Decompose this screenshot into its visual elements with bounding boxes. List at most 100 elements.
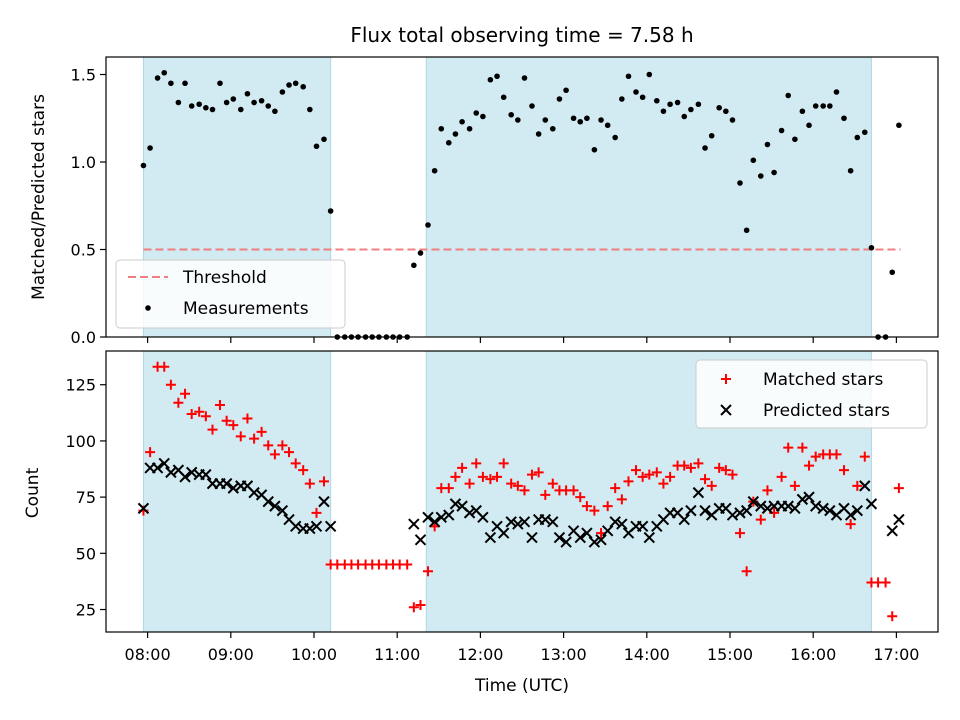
data-point — [560, 536, 572, 548]
data-point — [182, 80, 188, 87]
data-point — [313, 143, 320, 150]
data-point — [880, 577, 891, 588]
data-point — [200, 468, 212, 481]
data-point — [778, 127, 785, 134]
data-point — [428, 516, 441, 528]
data-point — [161, 69, 168, 76]
data-point — [242, 413, 253, 424]
data-point — [547, 478, 558, 489]
data-point — [750, 157, 757, 164]
data-point — [415, 600, 426, 611]
data-point — [542, 117, 549, 123]
data-point — [237, 106, 244, 113]
x-tick-label: 11:00 — [374, 645, 420, 664]
data-point — [841, 115, 847, 122]
data-point — [256, 426, 267, 437]
data-point — [321, 136, 327, 143]
data-point — [623, 476, 634, 487]
data-point — [512, 480, 523, 491]
legend-box — [695, 359, 928, 429]
data-point — [147, 145, 153, 151]
x-tick-label: 17:00 — [873, 645, 919, 664]
data-point — [589, 505, 600, 516]
data-point — [797, 442, 808, 453]
data-point — [771, 169, 777, 176]
y-tick-label: 50 — [76, 544, 96, 563]
data-point — [726, 509, 739, 521]
data-point — [251, 99, 257, 106]
data-point — [734, 507, 746, 519]
data-point — [838, 465, 849, 476]
data-point — [402, 559, 413, 570]
x-tick-label: 13:00 — [541, 645, 587, 664]
x-tick-label: 14:00 — [624, 645, 670, 664]
data-point — [817, 502, 829, 515]
data-point — [298, 465, 309, 476]
data-point — [812, 103, 819, 109]
data-point — [485, 474, 496, 485]
data-point — [188, 103, 195, 109]
data-point — [425, 222, 431, 228]
data-point — [601, 525, 614, 537]
data-point — [408, 602, 419, 613]
data-point — [535, 131, 542, 137]
data-point — [747, 495, 760, 508]
bottom-panel: 25 50 75 100 125 08:00 09:00 10:00 11:00 12:00 13:… — [65, 350, 939, 664]
data-point — [200, 411, 211, 422]
y-tick-label: 0.5 — [71, 241, 96, 260]
axes-frame — [105, 350, 939, 633]
data-point — [443, 483, 454, 494]
data-point — [887, 611, 898, 622]
data-point — [431, 167, 438, 174]
data-point — [896, 122, 902, 129]
data-point — [792, 136, 798, 143]
data-point — [228, 420, 239, 431]
data-point — [277, 440, 288, 451]
data-point — [480, 113, 486, 120]
data-point — [450, 471, 461, 482]
data-point — [279, 89, 286, 95]
data-point — [185, 466, 198, 479]
data-point — [804, 460, 815, 471]
observing-interval-1 — [425, 56, 872, 338]
x-axis-label: Time (UTC) — [474, 676, 569, 696]
data-point — [459, 118, 465, 125]
data-point — [284, 447, 295, 458]
data-point — [318, 495, 330, 508]
data-point — [249, 433, 260, 444]
data-point — [803, 491, 815, 503]
data-point — [604, 122, 611, 129]
y-tick-label: 0.0 — [71, 328, 96, 347]
data-point — [265, 103, 272, 109]
data-point — [886, 525, 898, 537]
data-point — [889, 269, 896, 276]
data-point — [653, 97, 660, 104]
data-point — [539, 513, 552, 526]
data-point — [438, 125, 445, 132]
x-tick-label: 15:00 — [707, 645, 753, 664]
y-tick-label: 75 — [76, 488, 96, 507]
data-point — [154, 75, 161, 81]
data-point — [221, 415, 232, 426]
data-point — [776, 471, 787, 482]
data-point — [173, 397, 184, 408]
x-tick-label: 16:00 — [790, 645, 836, 664]
data-point — [643, 531, 656, 544]
data-point — [140, 162, 147, 169]
data-point — [761, 502, 774, 515]
legend-label-threshold: Threshold — [182, 268, 267, 288]
data-point — [304, 522, 316, 535]
data-point — [827, 103, 833, 109]
data-point — [844, 509, 857, 521]
data-point — [300, 83, 306, 90]
data-point — [553, 531, 566, 544]
data-point — [685, 504, 697, 517]
data-point — [307, 106, 313, 113]
data-point — [639, 94, 646, 101]
data-point — [151, 462, 164, 474]
data-point — [610, 483, 621, 494]
data-point — [304, 478, 315, 489]
data-point — [508, 111, 514, 118]
data-point — [519, 485, 530, 496]
data-point — [568, 485, 579, 496]
